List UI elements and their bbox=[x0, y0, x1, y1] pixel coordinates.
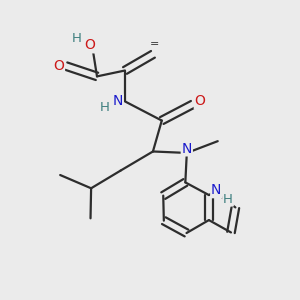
Text: N: N bbox=[182, 142, 192, 155]
Text: N: N bbox=[211, 183, 221, 197]
Text: H: H bbox=[99, 101, 109, 114]
Text: =: = bbox=[150, 39, 159, 49]
Text: N: N bbox=[112, 94, 123, 108]
Text: O: O bbox=[84, 38, 95, 52]
Text: O: O bbox=[195, 94, 206, 108]
Text: H: H bbox=[71, 32, 81, 45]
Text: O: O bbox=[53, 59, 64, 73]
Text: H: H bbox=[223, 193, 233, 206]
